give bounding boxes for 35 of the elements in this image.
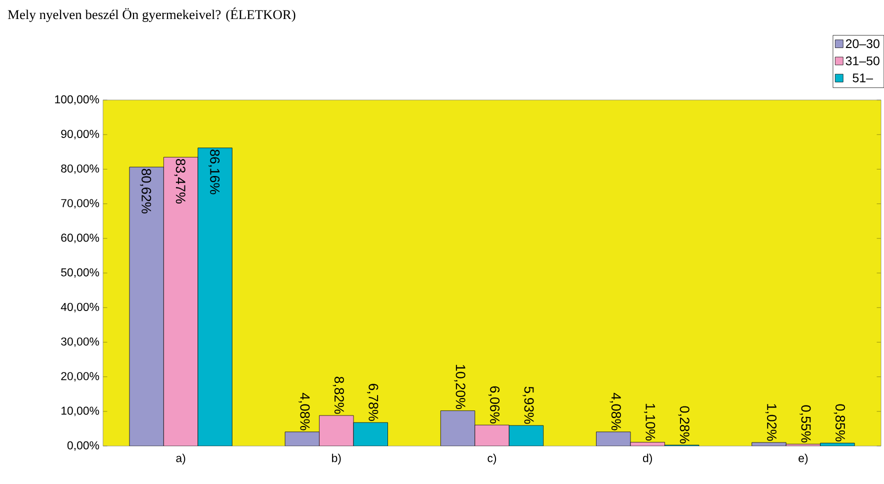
data-label: 0,85%: [834, 404, 845, 442]
data-label: 10,20%: [454, 364, 466, 410]
x-tick-label: b): [332, 454, 341, 464]
legend-label: 20–30: [846, 39, 880, 48]
data-label: 0,28%: [678, 406, 690, 444]
y-tick-label: 0,00%: [67, 441, 100, 451]
data-label: 86,16%: [208, 150, 220, 194]
data-label: 6,78%: [367, 384, 378, 421]
legend-label: 51–: [852, 74, 873, 82]
y-tick-label: 60,00%: [61, 234, 100, 244]
y-tick-label: 20,00%: [61, 372, 100, 382]
x-tick-label: a): [176, 454, 186, 464]
y-tick-label: 30,00%: [61, 337, 100, 347]
data-label: 0,55%: [800, 405, 811, 442]
x-tick-label: e): [798, 454, 808, 464]
data-label: 80,62%: [140, 168, 152, 214]
data-label: 1,02%: [765, 404, 777, 441]
data-label: 4,08%: [610, 392, 621, 430]
y-tick-label: 70,00%: [61, 199, 100, 209]
x-tick-label: d): [642, 454, 652, 464]
y-tick-label: 80,00%: [61, 164, 100, 174]
chart-title: Mely nyelven beszél Ön gyermekeivel? (ÉLETKOR): [8, 8, 296, 22]
legend-label: 31–50: [846, 56, 880, 66]
data-label: 83,47%: [174, 158, 186, 204]
data-label: 8,82%: [332, 376, 344, 414]
y-tick-label: 90,00%: [61, 130, 100, 140]
data-label: 6,06%: [488, 386, 500, 424]
data-label: 1,10%: [644, 404, 656, 441]
x-tick-label: c): [488, 454, 496, 464]
y-tick-label: 50,00%: [61, 268, 100, 278]
y-tick-label: 10,00%: [62, 406, 100, 416]
y-tick-label: 100,00%: [55, 95, 100, 105]
data-label: 4,08%: [298, 392, 310, 430]
y-tick-label: 40,00%: [60, 302, 100, 312]
data-label: 5,93%: [522, 386, 534, 424]
